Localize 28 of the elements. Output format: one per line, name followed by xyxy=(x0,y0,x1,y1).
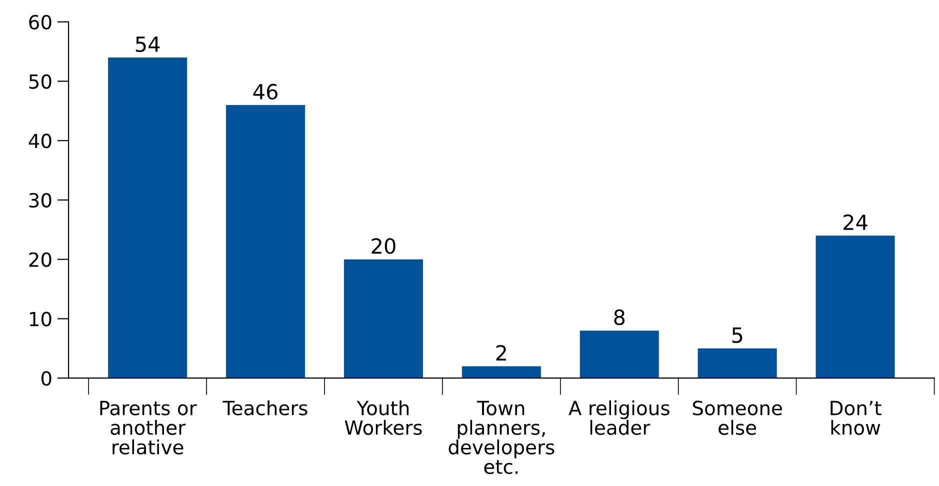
y-tick-label: 20 xyxy=(29,252,52,268)
bar xyxy=(462,366,541,378)
y-tick-label: 30 xyxy=(29,192,52,208)
y-tick-label: 0 xyxy=(41,371,52,386)
bar xyxy=(580,330,659,378)
data-label: 8 xyxy=(614,309,625,326)
x-tick-label: Don’t know xyxy=(830,400,882,435)
bar xyxy=(108,57,188,378)
x-tick-label: Town planners, developers etc. xyxy=(448,400,554,474)
bar xyxy=(816,236,895,378)
bar xyxy=(344,259,423,378)
y-tick-label: 60 xyxy=(29,14,52,30)
data-label: 20 xyxy=(372,238,396,254)
y-tick-label: 50 xyxy=(29,74,52,89)
data-label: 24 xyxy=(844,214,868,230)
data-label: 5 xyxy=(732,328,742,343)
x-tick-label: Teachers xyxy=(222,400,308,416)
data-label: 46 xyxy=(253,84,278,100)
x-tick-label: Youth Workers xyxy=(344,400,422,435)
bar xyxy=(698,348,777,378)
y-tick-label: 10 xyxy=(30,312,52,326)
data-label: 2 xyxy=(496,345,506,361)
bar xyxy=(226,104,306,378)
x-tick-label: Parents or another relative xyxy=(100,400,197,454)
x-tick-label: A religious leader xyxy=(568,400,670,435)
y-tick-label: 40 xyxy=(28,134,52,148)
x-tick-label: Someone else xyxy=(692,400,782,435)
data-label: 54 xyxy=(136,36,160,52)
